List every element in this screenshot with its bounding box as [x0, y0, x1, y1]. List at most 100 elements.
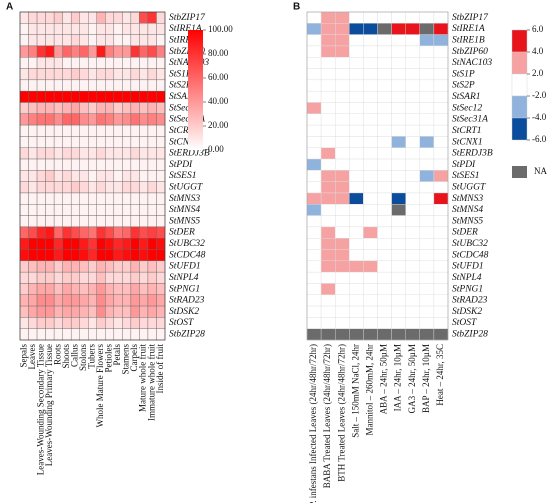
heat-cell	[391, 136, 406, 148]
heat-cell	[363, 283, 378, 295]
heat-cell	[36, 79, 46, 92]
heat-cell	[433, 34, 449, 47]
heat-cell	[139, 147, 149, 160]
heat-cell	[62, 34, 72, 47]
heat-cell	[405, 102, 421, 114]
heat-cell	[28, 283, 38, 295]
heat-cell	[156, 226, 166, 239]
row-label: StSec31A	[452, 115, 488, 125]
heat-cell	[45, 271, 55, 284]
heat-cell	[130, 271, 140, 284]
row-label: StNPL4	[452, 273, 482, 283]
heat-cell	[349, 226, 364, 239]
heat-cell	[53, 102, 63, 114]
heat-cell	[349, 204, 364, 216]
heat-cell	[363, 147, 378, 160]
heat-cell	[45, 181, 55, 194]
heat-cell	[377, 136, 392, 148]
heat-cell	[105, 90, 115, 103]
row-label: StIRE1A	[169, 24, 202, 34]
row-label: StS2P	[169, 81, 192, 91]
heat-cell	[36, 294, 46, 307]
heat-cell	[320, 90, 336, 103]
heat-cell	[139, 226, 149, 239]
heat-cell	[45, 328, 55, 341]
heat-cell	[419, 294, 435, 307]
heat-cell	[433, 260, 449, 273]
heat-cell	[419, 124, 435, 137]
heat-cell	[45, 283, 55, 295]
heat-cell	[113, 147, 123, 160]
column-label: Sepals	[18, 344, 28, 368]
heat-cell	[377, 204, 392, 216]
heat-cell	[156, 11, 166, 24]
heat-cell	[147, 90, 157, 103]
row-label: StbZIP60	[169, 47, 205, 57]
heat-cell	[70, 294, 80, 307]
heat-cell	[363, 90, 378, 103]
heat-cell	[53, 181, 63, 194]
heat-cell	[147, 271, 157, 284]
heat-cell	[349, 34, 364, 47]
row-label: StSES1	[452, 171, 479, 181]
column-label: Callus	[70, 344, 80, 367]
heat-cell	[320, 249, 336, 262]
heat-cell	[306, 328, 322, 341]
column-label: Whole Mature Flowers	[95, 344, 105, 428]
heat-cell	[130, 79, 140, 92]
heat-cell	[156, 283, 166, 295]
heat-cell	[349, 79, 364, 92]
heat-cell	[147, 68, 157, 81]
heat-cell	[88, 170, 97, 182]
heat-cell	[79, 57, 89, 69]
heat-cell	[405, 181, 421, 194]
heat-cell	[139, 317, 149, 329]
heat-cell	[419, 170, 435, 182]
heat-cell	[122, 215, 132, 228]
heat-cell	[36, 124, 46, 137]
row-label: StSES1	[169, 171, 196, 181]
heat-cell	[363, 136, 378, 148]
heat-cell	[335, 271, 350, 284]
heat-cell	[36, 23, 46, 35]
heat-cell	[28, 305, 38, 318]
heat-cell	[391, 249, 406, 262]
heat-cell	[113, 158, 123, 171]
heat-cell	[147, 102, 157, 114]
heat-cell	[105, 124, 115, 137]
heat-cell	[45, 79, 55, 92]
heat-cell	[156, 204, 166, 216]
heat-cell	[88, 317, 97, 329]
heat-cell	[45, 215, 55, 228]
heat-cell	[405, 215, 421, 228]
heat-cell	[19, 215, 29, 228]
heat-cell	[19, 249, 29, 262]
heat-cell	[45, 260, 55, 273]
column-label: BABA Treated Leaves (24hr/48hr/72hr)	[322, 344, 332, 488]
heat-cell	[130, 317, 140, 329]
heat-cell	[36, 204, 46, 216]
heat-cell	[122, 158, 132, 171]
heat-cell	[19, 45, 29, 58]
heat-cell	[391, 305, 406, 318]
heat-cell	[419, 57, 435, 69]
column-label: BAP – 24hr, 10µM	[421, 344, 431, 413]
heat-cell	[19, 328, 29, 341]
heat-cell	[147, 226, 157, 239]
heat-cell	[320, 79, 336, 92]
row-label: StbZIP17	[452, 13, 489, 23]
heat-cell	[19, 170, 29, 182]
heat-cell	[113, 305, 123, 318]
heat-cell	[130, 113, 140, 126]
heat-cell	[105, 57, 115, 69]
heat-cell	[139, 124, 149, 137]
heatmap-frame	[306, 11, 449, 341]
heat-cell	[53, 192, 63, 205]
row-label: StSec12	[452, 103, 482, 113]
heat-cell	[139, 113, 149, 126]
heat-cell	[105, 215, 115, 228]
heat-cell	[306, 204, 322, 216]
heat-cell	[306, 305, 322, 318]
heat-cell	[53, 45, 63, 58]
column-label: Shoots	[61, 344, 71, 369]
